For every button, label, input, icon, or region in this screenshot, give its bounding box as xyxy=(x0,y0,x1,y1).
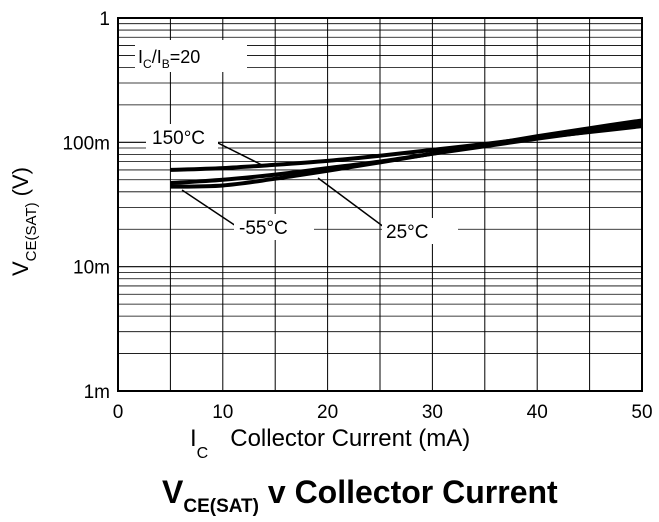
series-layer xyxy=(170,118,643,189)
condition-annotation: IC/IB=20 xyxy=(135,40,247,72)
x-axis-title: ICCollector Current (mA) xyxy=(190,425,470,462)
series-line--55c xyxy=(170,118,643,189)
series-label-25c: 25°C xyxy=(317,177,458,244)
svg-text:25°C: 25°C xyxy=(386,222,428,243)
x-tick-label: 20 xyxy=(317,402,338,423)
plot-frame xyxy=(117,17,643,392)
x-tick-label: 10 xyxy=(212,402,233,423)
y-axis-title: VCE(SAT)(V) xyxy=(8,167,40,276)
svg-text:-55°C: -55°C xyxy=(239,218,288,239)
x-tick-label: 50 xyxy=(631,402,652,423)
x-tick-label: 30 xyxy=(422,402,443,423)
y-tick-label: 100m xyxy=(62,133,110,154)
svg-text:IC/IB=20: IC/IB=20 xyxy=(138,47,200,71)
chart-title: VCE(SAT) v Collector Current xyxy=(162,474,558,517)
y-tick-label: 1m xyxy=(84,382,110,403)
series-label-minus55c: -55°C xyxy=(181,189,314,240)
y-tick-label: 10m xyxy=(73,258,110,279)
ticks: 0 10 20 30 40 50 1m 10m 100m 1 xyxy=(62,9,652,423)
grid xyxy=(118,18,642,391)
svg-text:150°C: 150°C xyxy=(152,128,205,149)
x-tick-label: 0 xyxy=(113,402,124,423)
y-tick-label: 1 xyxy=(99,9,110,30)
x-tick-label: 40 xyxy=(527,402,548,423)
series-label-150c: 150°C xyxy=(146,124,265,167)
